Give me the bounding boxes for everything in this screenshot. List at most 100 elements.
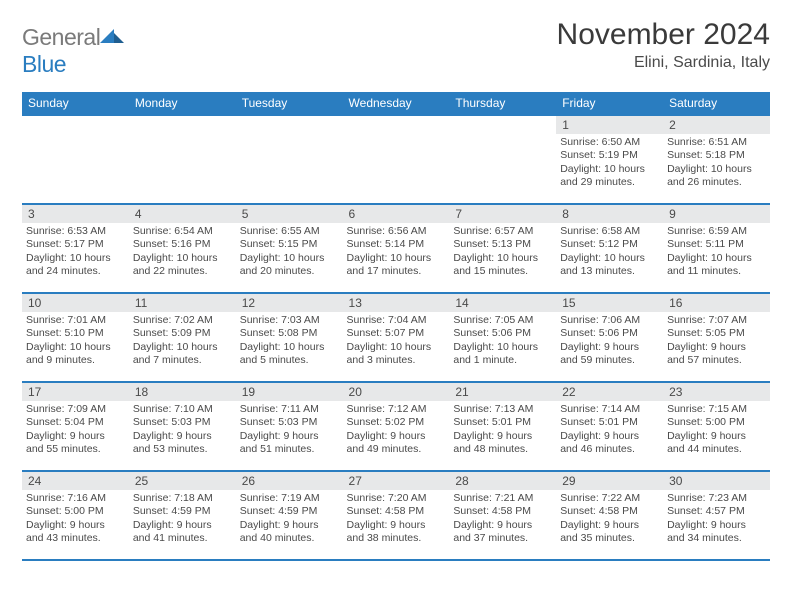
day-info-line: Sunset: 5:03 PM (133, 416, 232, 429)
logo-mark-icon (100, 25, 124, 45)
day-info: Sunrise: 6:56 AMSunset: 5:14 PMDaylight:… (343, 223, 450, 283)
day-number: 29 (556, 472, 663, 490)
weekday-header-row: Sunday Monday Tuesday Wednesday Thursday… (22, 92, 770, 115)
day-info-line: Sunset: 4:59 PM (133, 505, 232, 518)
day-info-line: Daylight: 9 hours (240, 519, 339, 532)
day-info-line: Sunset: 5:07 PM (347, 327, 446, 340)
day-info-line: and 29 minutes. (560, 176, 659, 189)
day-info-line: Daylight: 10 hours (667, 163, 766, 176)
day-info-line: Sunset: 4:59 PM (240, 505, 339, 518)
day-info-line: Sunrise: 7:21 AM (453, 492, 552, 505)
day-info-line: Daylight: 9 hours (667, 519, 766, 532)
calendar-day-cell: . (129, 115, 236, 204)
day-info-line: Daylight: 9 hours (453, 430, 552, 443)
calendar-day-cell: . (236, 115, 343, 204)
day-info-line: Daylight: 9 hours (560, 430, 659, 443)
calendar-day-cell: 14Sunrise: 7:05 AMSunset: 5:06 PMDayligh… (449, 293, 556, 382)
day-number: 22 (556, 383, 663, 401)
day-info-line: Sunrise: 6:54 AM (133, 225, 232, 238)
day-number: 11 (129, 294, 236, 312)
day-info-line: Sunrise: 7:06 AM (560, 314, 659, 327)
day-info-line: Daylight: 9 hours (560, 341, 659, 354)
calendar-day-cell: . (449, 115, 556, 204)
day-info-line: and 11 minutes. (667, 265, 766, 278)
day-info: Sunrise: 7:20 AMSunset: 4:58 PMDaylight:… (343, 490, 450, 550)
day-info-line: Sunrise: 6:59 AM (667, 225, 766, 238)
day-number: 14 (449, 294, 556, 312)
calendar-day-cell: 15Sunrise: 7:06 AMSunset: 5:06 PMDayligh… (556, 293, 663, 382)
day-info-line: and 57 minutes. (667, 354, 766, 367)
day-info-line: Sunrise: 7:23 AM (667, 492, 766, 505)
day-info-line: Sunrise: 6:58 AM (560, 225, 659, 238)
day-info-line: and 46 minutes. (560, 443, 659, 456)
day-info-line: Sunset: 5:10 PM (26, 327, 125, 340)
day-number: 21 (449, 383, 556, 401)
day-number: 28 (449, 472, 556, 490)
day-info-line: Sunrise: 7:16 AM (26, 492, 125, 505)
day-info-line: Sunrise: 7:18 AM (133, 492, 232, 505)
calendar-day-cell: . (22, 115, 129, 204)
day-info: Sunrise: 6:54 AMSunset: 5:16 PMDaylight:… (129, 223, 236, 283)
day-number: 17 (22, 383, 129, 401)
day-info-line: and 7 minutes. (133, 354, 232, 367)
day-info-line: and 15 minutes. (453, 265, 552, 278)
day-info-line: Sunset: 4:58 PM (560, 505, 659, 518)
day-info: Sunrise: 7:09 AMSunset: 5:04 PMDaylight:… (22, 401, 129, 461)
day-info: Sunrise: 6:51 AMSunset: 5:18 PMDaylight:… (663, 134, 770, 194)
day-info-line: Sunset: 4:58 PM (453, 505, 552, 518)
day-info-line: Daylight: 10 hours (133, 341, 232, 354)
day-number: 12 (236, 294, 343, 312)
day-info: Sunrise: 7:23 AMSunset: 4:57 PMDaylight:… (663, 490, 770, 550)
day-info-line: Sunrise: 6:51 AM (667, 136, 766, 149)
day-info-line: Sunset: 5:02 PM (347, 416, 446, 429)
day-info-line: Sunset: 5:17 PM (26, 238, 125, 251)
day-info-line: Daylight: 9 hours (347, 430, 446, 443)
day-info: Sunrise: 7:03 AMSunset: 5:08 PMDaylight:… (236, 312, 343, 372)
calendar-day-cell: 18Sunrise: 7:10 AMSunset: 5:03 PMDayligh… (129, 382, 236, 471)
calendar-day-cell: 29Sunrise: 7:22 AMSunset: 4:58 PMDayligh… (556, 471, 663, 560)
day-number: 16 (663, 294, 770, 312)
logo: General Blue (22, 24, 124, 78)
weekday-header: Friday (556, 92, 663, 115)
day-info: Sunrise: 7:22 AMSunset: 4:58 PMDaylight:… (556, 490, 663, 550)
calendar-day-cell: 21Sunrise: 7:13 AMSunset: 5:01 PMDayligh… (449, 382, 556, 471)
logo-text-1: General (22, 24, 100, 50)
day-info-line: Daylight: 9 hours (26, 430, 125, 443)
calendar-day-cell: 25Sunrise: 7:18 AMSunset: 4:59 PMDayligh… (129, 471, 236, 560)
day-info-line: Sunset: 5:03 PM (240, 416, 339, 429)
calendar-week-row: .....1Sunrise: 6:50 AMSunset: 5:19 PMDay… (22, 115, 770, 204)
day-number: 26 (236, 472, 343, 490)
calendar-day-cell: 24Sunrise: 7:16 AMSunset: 5:00 PMDayligh… (22, 471, 129, 560)
day-info-line: Sunset: 5:06 PM (453, 327, 552, 340)
day-number: 1 (556, 116, 663, 134)
page-title: November 2024 (557, 18, 770, 52)
day-number: 19 (236, 383, 343, 401)
calendar-day-cell: 13Sunrise: 7:04 AMSunset: 5:07 PMDayligh… (343, 293, 450, 382)
day-info: Sunrise: 7:16 AMSunset: 5:00 PMDaylight:… (22, 490, 129, 550)
day-info-line: Sunrise: 7:15 AM (667, 403, 766, 416)
day-info-line: Sunset: 5:01 PM (560, 416, 659, 429)
day-info: Sunrise: 6:59 AMSunset: 5:11 PMDaylight:… (663, 223, 770, 283)
day-info-line: Sunrise: 7:10 AM (133, 403, 232, 416)
day-info-line: Sunrise: 6:53 AM (26, 225, 125, 238)
day-info-line: Sunset: 4:58 PM (347, 505, 446, 518)
day-number: 10 (22, 294, 129, 312)
day-info-line: and 37 minutes. (453, 532, 552, 545)
day-info-line: and 55 minutes. (26, 443, 125, 456)
day-info-line: Sunrise: 7:01 AM (26, 314, 125, 327)
day-info-line: Sunrise: 7:03 AM (240, 314, 339, 327)
calendar-day-cell: 26Sunrise: 7:19 AMSunset: 4:59 PMDayligh… (236, 471, 343, 560)
day-info-line: and 22 minutes. (133, 265, 232, 278)
day-info-line: and 3 minutes. (347, 354, 446, 367)
day-info: Sunrise: 7:10 AMSunset: 5:03 PMDaylight:… (129, 401, 236, 461)
day-info-line: Sunrise: 7:14 AM (560, 403, 659, 416)
day-info-line: and 53 minutes. (133, 443, 232, 456)
calendar-day-cell: 20Sunrise: 7:12 AMSunset: 5:02 PMDayligh… (343, 382, 450, 471)
calendar-day-cell: 1Sunrise: 6:50 AMSunset: 5:19 PMDaylight… (556, 115, 663, 204)
day-info-line: Sunset: 4:57 PM (667, 505, 766, 518)
day-info-line: Sunset: 5:09 PM (133, 327, 232, 340)
day-info-line: Sunrise: 7:09 AM (26, 403, 125, 416)
day-info-line: Daylight: 10 hours (26, 252, 125, 265)
day-info-line: Daylight: 10 hours (453, 341, 552, 354)
day-info-line: Sunrise: 6:56 AM (347, 225, 446, 238)
